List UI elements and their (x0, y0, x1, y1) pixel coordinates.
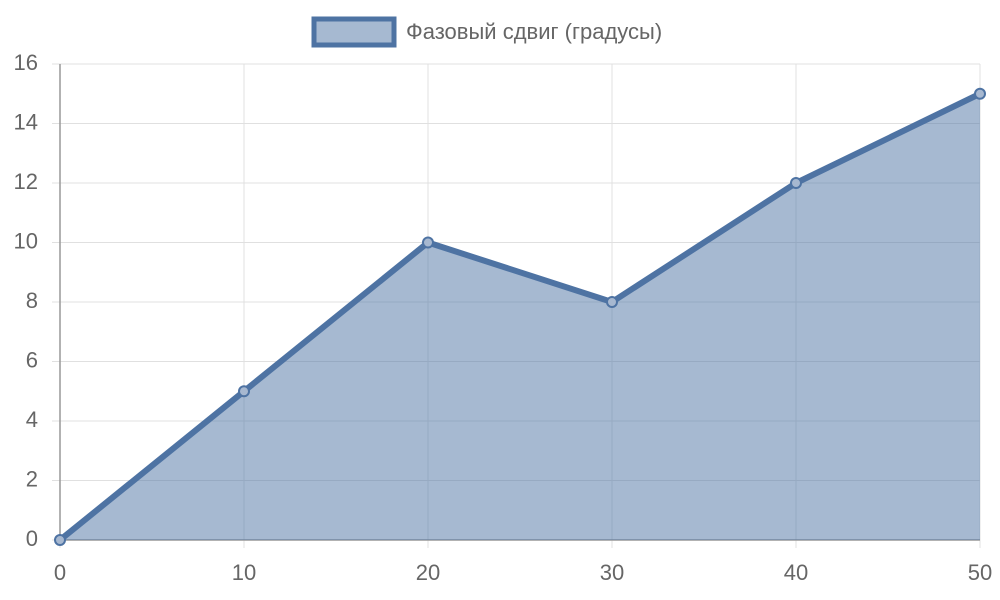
point (790, 177, 802, 189)
y-tick-label: 0 (26, 526, 38, 551)
point (606, 296, 618, 308)
line (58, 91, 982, 543)
x-tick-label: 0 (54, 560, 66, 585)
x-tick-label: 30 (600, 560, 624, 585)
point (974, 87, 986, 100)
legend-swatch (311, 16, 397, 48)
y-tick-label: 4 (26, 407, 38, 432)
x-tick-label: 10 (232, 560, 256, 585)
x-tick-label: 20 (416, 560, 440, 585)
y-tick-label: 6 (26, 347, 38, 372)
area-fill (60, 93, 980, 540)
point (422, 236, 434, 249)
x-tick-label: 40 (784, 560, 808, 585)
y-tick-label: 16 (14, 50, 38, 75)
legend-label: Фазовый сдвиг (градусы) (406, 19, 662, 44)
y-tick-label: 8 (26, 288, 38, 313)
y-tick-label: 12 (14, 169, 38, 194)
y-tick-label: 2 (26, 466, 38, 491)
y-tick-label: 10 (14, 228, 38, 253)
point (54, 534, 66, 546)
x-tick-label: 50 (968, 560, 992, 585)
point (238, 385, 250, 398)
y-tick-label: 14 (14, 109, 38, 134)
